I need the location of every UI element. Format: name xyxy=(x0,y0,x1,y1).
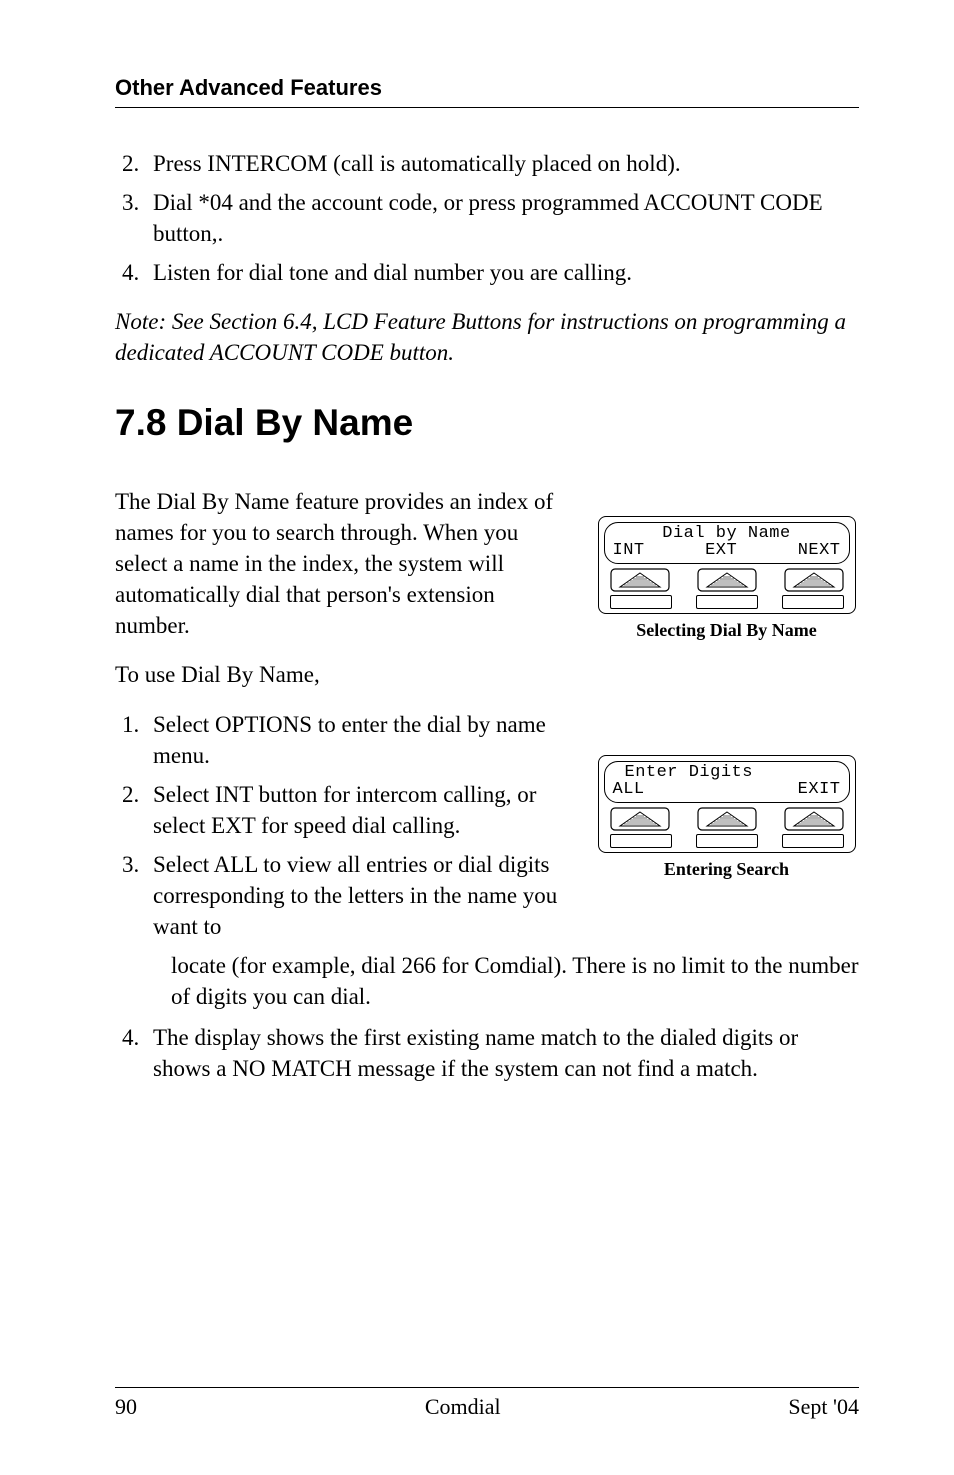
rect-button-icon xyxy=(610,834,672,848)
triangle-button-icon xyxy=(610,807,670,831)
lcd-screen: Enter Digits ALL EXIT xyxy=(604,761,850,803)
figure-2-caption: Entering Search xyxy=(598,857,856,881)
figure-2: Enter Digits ALL EXIT xyxy=(598,755,856,881)
footer-page: 90 xyxy=(115,1394,137,1420)
lcd-device: Enter Digits ALL EXIT xyxy=(598,755,856,853)
footer-rule xyxy=(115,1387,859,1388)
content: Press INTERCOM (call is automatically pl… xyxy=(115,148,859,1092)
lcd-exit: EXIT xyxy=(798,781,841,798)
triangle-button-icon xyxy=(697,568,757,592)
step-2: Press INTERCOM (call is automatically pl… xyxy=(145,148,859,179)
step-4: Listen for dial tone and dial number you… xyxy=(145,257,859,288)
tri-button-row xyxy=(604,568,850,592)
step-b4: The display shows the first existing nam… xyxy=(145,1022,859,1084)
lcd-line2: INT EXT NEXT xyxy=(613,542,841,559)
section-heading: 7.8 Dial By Name xyxy=(115,398,859,448)
step-b1: Select OPTIONS to enter the dial by name… xyxy=(145,709,574,771)
lcd-screen: Dial by Name INT EXT NEXT xyxy=(604,522,850,564)
footer-center: Comdial xyxy=(425,1394,501,1420)
rect-button-row xyxy=(604,834,850,850)
header-rule xyxy=(115,107,859,108)
footer-right: Sept '04 xyxy=(788,1394,859,1420)
lcd-ext: EXT xyxy=(705,542,737,559)
rect-button-icon xyxy=(696,595,758,609)
rect-button-icon xyxy=(610,595,672,609)
triangle-button-icon xyxy=(784,568,844,592)
step-b3: Select ALL to view all entries or dial d… xyxy=(145,849,574,942)
lcd-line1: Enter Digits xyxy=(613,764,841,781)
lcd-next: NEXT xyxy=(798,542,841,559)
step-b3b-text: locate (for example, dial 266 for Comdia… xyxy=(171,953,858,1009)
triangle-button-icon xyxy=(697,807,757,831)
rect-button-icon xyxy=(782,595,844,609)
lcd-line1: Dial by Name xyxy=(613,525,841,542)
page-header: Other Advanced Features xyxy=(115,75,859,148)
triangle-button-icon xyxy=(610,568,670,592)
page-footer: 90 Comdial Sept '04 xyxy=(115,1387,859,1475)
intro-paragraph: The Dial By Name feature provides an ind… xyxy=(115,486,574,641)
figure-1-caption: Selecting Dial By Name xyxy=(598,618,856,642)
use-line: To use Dial By Name, xyxy=(115,659,574,690)
step-b3-continued: locate (for example, dial 266 for Comdia… xyxy=(171,950,859,1012)
rect-button-icon xyxy=(696,834,758,848)
note: Note: See Section 6.4, LCD Feature Butto… xyxy=(115,306,859,368)
rect-button-row xyxy=(604,595,850,611)
top-steps: Press INTERCOM (call is automatically pl… xyxy=(145,148,859,288)
rect-button-icon xyxy=(782,834,844,848)
lcd-device: Dial by Name INT EXT NEXT xyxy=(598,516,856,614)
step-3: Dial *04 and the account code, or press … xyxy=(145,187,859,249)
figure-1: Dial by Name INT EXT NEXT xyxy=(598,516,856,642)
bottom-steps-4: The display shows the first existing nam… xyxy=(145,1022,859,1084)
tri-button-row xyxy=(604,807,850,831)
header-title: Other Advanced Features xyxy=(115,75,859,101)
lcd-line2: ALL EXIT xyxy=(613,781,841,798)
lcd-int: INT xyxy=(613,542,645,559)
bottom-steps: Select OPTIONS to enter the dial by name… xyxy=(145,709,574,942)
triangle-button-icon xyxy=(784,807,844,831)
lcd-all: ALL xyxy=(613,781,645,798)
step-b3a: Select ALL to view all entries or dial d… xyxy=(153,852,557,939)
step-b2: Select INT button for intercom calling, … xyxy=(145,779,574,841)
